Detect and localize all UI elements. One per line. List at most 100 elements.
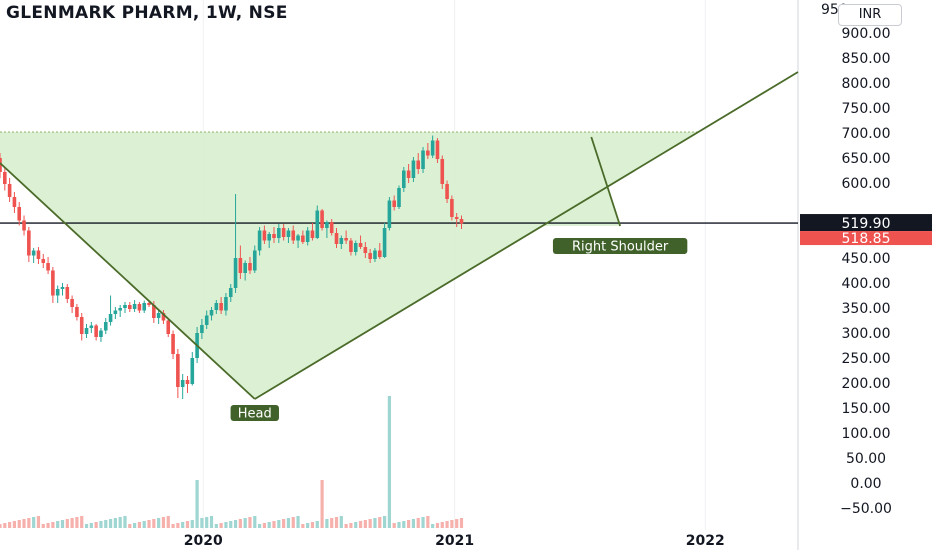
volume-bar [267, 522, 271, 528]
candle-body [368, 253, 372, 259]
volume-bar [315, 521, 319, 528]
volume-bar [301, 524, 305, 528]
volume-bar [459, 518, 464, 528]
candle-body [257, 230, 262, 251]
y-tick-label: 200.00 [842, 376, 891, 392]
volume-bar [214, 524, 218, 528]
candle-body [301, 235, 305, 242]
candle-body [142, 303, 147, 311]
candle-body [238, 258, 243, 273]
volume-bar [262, 523, 266, 528]
candle-body [377, 250, 382, 257]
y-tick-label: 150.00 [842, 401, 891, 417]
volume-bar [171, 524, 175, 528]
prev-price-marker: 518.85 [842, 231, 891, 247]
volume-bar [157, 518, 161, 528]
volume-bar [306, 523, 310, 528]
volume-bar [330, 518, 334, 528]
volume-bar [36, 516, 41, 528]
candle-body [315, 210, 320, 238]
head-label: Head [238, 407, 272, 422]
volume-bar [387, 396, 391, 528]
candle-body [94, 325, 98, 337]
candle-body [137, 304, 142, 311]
volume-bar [320, 480, 324, 528]
volume-bar [435, 523, 440, 528]
candle-body [41, 259, 46, 263]
volume-bar [32, 517, 36, 528]
volume-bar [291, 517, 295, 528]
volume-bar [113, 518, 117, 528]
candle-body [267, 234, 272, 241]
candle-body [430, 140, 435, 156]
volume-bar [89, 523, 93, 528]
volume-bar [12, 521, 17, 528]
candle-body [219, 303, 223, 311]
candle-body [310, 230, 315, 238]
candle-body [272, 234, 276, 238]
y-tick-label: 750.00 [842, 101, 891, 117]
candle-body [421, 150, 425, 169]
y-tick-label: 800.00 [842, 76, 891, 92]
volume-bar [41, 524, 45, 528]
candle-body [286, 230, 291, 237]
candle-body [243, 263, 247, 273]
candle-body [277, 228, 281, 238]
head-label-bg [230, 405, 279, 421]
volume-bar [209, 516, 214, 528]
volume-bar [200, 518, 204, 528]
volume-bar [358, 521, 363, 528]
candle-body [353, 243, 358, 252]
candle-body [344, 238, 348, 241]
candle-body [3, 172, 7, 184]
candle-body [397, 188, 401, 207]
chart-title: GLENMARK PHARM, 1W, NSE [6, 3, 288, 23]
candle-body [185, 380, 190, 384]
candle-body [36, 250, 41, 259]
candle-body [224, 297, 228, 311]
volume-bar [373, 518, 377, 528]
volume-bar [282, 519, 286, 528]
candle-body [454, 217, 459, 219]
candle-body [60, 287, 65, 289]
candle-body [445, 184, 449, 199]
candle-body [147, 303, 151, 305]
candle-body [204, 315, 209, 325]
volume-bar [84, 524, 89, 528]
volume-bar [137, 522, 142, 528]
volume-bar [99, 521, 103, 528]
volume-bar [243, 518, 247, 528]
candle-body [22, 220, 26, 231]
volume-bar [118, 517, 122, 528]
volume-bar [339, 516, 343, 528]
candle-body [402, 170, 406, 188]
volume-bar [3, 523, 7, 528]
candle-body [89, 325, 94, 328]
candle-body [200, 325, 204, 333]
volume-bar [296, 516, 300, 528]
candle-body [79, 317, 84, 334]
y-tick-label: 900.00 [842, 26, 891, 42]
candle-body [435, 140, 440, 159]
y-tick-label: −50.00 [840, 501, 892, 517]
volume-bar [426, 516, 430, 528]
volume-bar [431, 524, 435, 528]
volume-bar [161, 517, 166, 528]
volume-bar [60, 520, 65, 528]
volume-bar [277, 520, 281, 528]
candle-body [459, 219, 464, 224]
volume-bar [310, 522, 315, 528]
volume-bar [70, 518, 74, 528]
candle-body [214, 303, 219, 310]
volume-bar [325, 519, 329, 528]
candle-body [291, 230, 296, 241]
volume-bar [257, 524, 262, 528]
candle-body [262, 230, 267, 241]
pattern-left-line [0, 162, 256, 400]
candle-body [387, 200, 392, 228]
volume-bar [147, 520, 151, 528]
volume-bar [22, 519, 26, 528]
currency-selector[interactable]: INR [838, 4, 902, 26]
volume-bar [176, 523, 180, 528]
